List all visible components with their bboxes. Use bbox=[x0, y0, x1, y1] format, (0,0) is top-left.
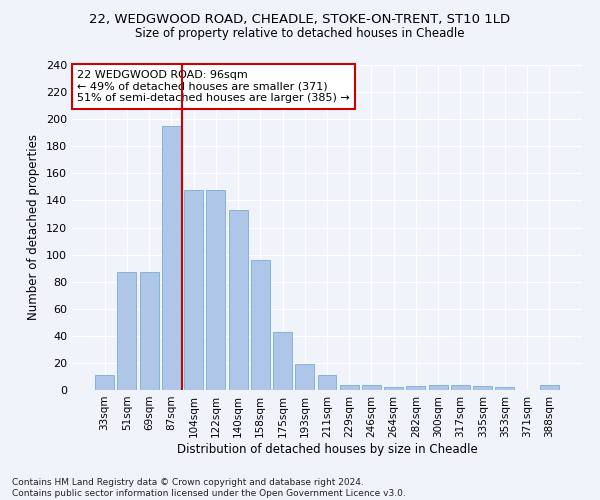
Text: 22, WEDGWOOD ROAD, CHEADLE, STOKE-ON-TRENT, ST10 1LD: 22, WEDGWOOD ROAD, CHEADLE, STOKE-ON-TRE… bbox=[89, 12, 511, 26]
Bar bbox=[273, 332, 292, 390]
X-axis label: Distribution of detached houses by size in Cheadle: Distribution of detached houses by size … bbox=[176, 442, 478, 456]
Bar bbox=[140, 272, 158, 390]
Bar bbox=[362, 384, 381, 390]
Text: Contains HM Land Registry data © Crown copyright and database right 2024.
Contai: Contains HM Land Registry data © Crown c… bbox=[12, 478, 406, 498]
Bar bbox=[384, 388, 403, 390]
Bar bbox=[229, 210, 248, 390]
Bar bbox=[340, 384, 359, 390]
Bar bbox=[295, 364, 314, 390]
Bar bbox=[473, 386, 492, 390]
Bar bbox=[184, 190, 203, 390]
Bar bbox=[540, 384, 559, 390]
Bar bbox=[118, 272, 136, 390]
Bar bbox=[317, 375, 337, 390]
Bar bbox=[451, 384, 470, 390]
Bar bbox=[162, 126, 181, 390]
Bar bbox=[95, 375, 114, 390]
Bar bbox=[406, 386, 425, 390]
Bar bbox=[206, 190, 225, 390]
Text: Size of property relative to detached houses in Cheadle: Size of property relative to detached ho… bbox=[135, 28, 465, 40]
Bar bbox=[429, 384, 448, 390]
Bar bbox=[496, 388, 514, 390]
Bar bbox=[251, 260, 270, 390]
Y-axis label: Number of detached properties: Number of detached properties bbox=[28, 134, 40, 320]
Text: 22 WEDGWOOD ROAD: 96sqm
← 49% of detached houses are smaller (371)
51% of semi-d: 22 WEDGWOOD ROAD: 96sqm ← 49% of detache… bbox=[77, 70, 350, 103]
